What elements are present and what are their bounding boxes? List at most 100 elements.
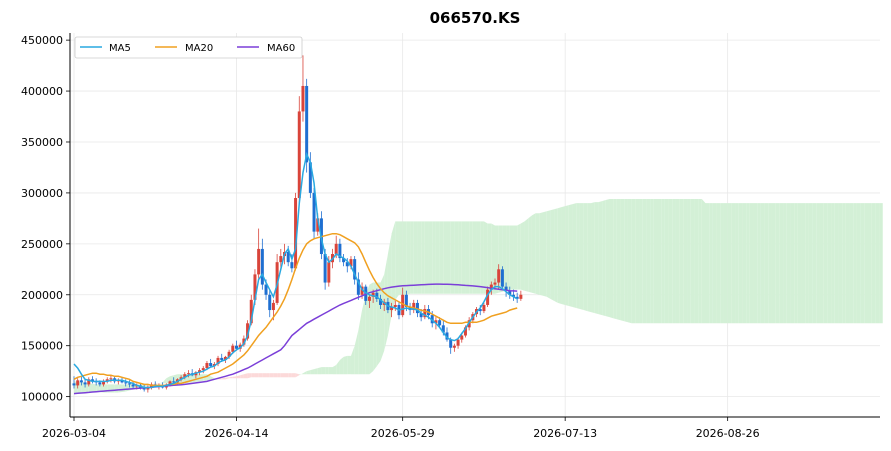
cloud-bull-segment	[845, 203, 850, 324]
candle-body	[504, 286, 508, 291]
cloud-bull-segment	[816, 203, 820, 324]
cloud-bull-segment	[668, 199, 673, 324]
candle-body	[79, 380, 83, 383]
candle	[312, 187, 316, 239]
cloud-bull-segment	[650, 199, 654, 324]
cloud-bull-segment	[81, 382, 86, 393]
cloud-bull-segment	[395, 221, 399, 300]
cloud-bull-segment	[192, 374, 196, 383]
x-tick-label: 2026-03-04	[42, 427, 106, 440]
cloud-bull-segment	[712, 203, 717, 324]
y-tick-label: 200000	[21, 289, 63, 302]
cloud-bull-segment	[675, 199, 680, 324]
cloud-bull-segment	[760, 203, 765, 324]
cloud-bull-segment	[594, 202, 599, 315]
cloud-bull-segment	[461, 221, 466, 294]
candle-body	[519, 294, 523, 299]
candle	[401, 287, 405, 318]
cloud-bull-segment	[860, 203, 865, 324]
cloud-bull-segment	[746, 203, 750, 324]
cloud-bull-segment	[454, 221, 459, 294]
candle-body	[452, 345, 456, 348]
cloud-bull-segment	[613, 199, 617, 320]
candle-body	[301, 85, 305, 112]
cloud-bull-segment	[524, 218, 529, 292]
candle	[109, 375, 113, 383]
cloud-bull-segment	[480, 221, 484, 294]
cloud-bull-segment	[517, 223, 521, 290]
cloud-bull-segment	[96, 384, 100, 393]
candle-body	[360, 286, 364, 295]
candle-body	[412, 302, 416, 311]
candle	[423, 304, 427, 320]
cloud-bear-segment	[240, 374, 244, 379]
candle-body	[367, 296, 371, 301]
candle-body	[349, 259, 353, 267]
cloud-bull-segment	[520, 221, 525, 291]
cloud-bull-segment	[579, 203, 584, 311]
candle-body	[186, 373, 190, 375]
cloud-bull-segment	[683, 199, 688, 324]
cloud-bull-segment	[731, 203, 736, 324]
cloud-bear-segment	[225, 377, 230, 380]
cloud-bull-segment	[162, 378, 167, 384]
cloud-bear-segment	[295, 373, 300, 378]
cloud-bull-segment	[635, 199, 640, 324]
cloud-bull-segment	[727, 203, 732, 324]
cloud-bull-segment	[550, 209, 555, 301]
cloud-bull-segment	[775, 203, 780, 324]
cloud-bull-segment	[398, 221, 403, 295]
candle	[452, 343, 456, 352]
cloud-bull-segment	[362, 294, 366, 375]
cloud-bull-segment	[299, 373, 303, 376]
cloud-bull-segment	[306, 370, 311, 375]
cloud-bull-segment	[771, 203, 776, 324]
y-tick-label: 400000	[21, 85, 63, 98]
cloud-bull-segment	[849, 203, 854, 324]
cloud-bull-segment	[413, 221, 418, 294]
cloud-bull-segment	[528, 215, 532, 293]
cloud-bull-segment	[735, 203, 739, 324]
candle	[179, 375, 183, 382]
candle-body	[375, 292, 379, 299]
cloud-bull-segment	[853, 203, 857, 324]
candle	[127, 380, 131, 388]
candle-body	[98, 382, 102, 385]
candle	[102, 379, 106, 387]
candle-body	[404, 294, 408, 307]
cloud-bull-segment	[587, 203, 592, 313]
cloud-bull-segment	[794, 203, 798, 324]
y-tick-label: 300000	[21, 187, 63, 200]
candle-body	[323, 254, 327, 283]
legend-box	[74, 36, 303, 59]
ma5-line	[73, 151, 518, 389]
cloud-bull-segment	[764, 203, 769, 324]
candle-body	[353, 259, 357, 280]
cloud-bull-segment	[679, 199, 684, 324]
cloud-bear-segment	[218, 378, 222, 380]
cloud-bear-segment	[151, 383, 156, 385]
candle	[301, 55, 305, 122]
cloud-bull-segment	[557, 207, 562, 304]
cloud-bull-segment	[350, 345, 355, 375]
cloud-bull-segment	[421, 221, 425, 294]
cloud-bear-segment	[221, 377, 226, 380]
cloud-bull-segment	[85, 382, 89, 393]
candle-body	[286, 251, 290, 263]
cloud-bull-segment	[657, 199, 662, 324]
candle	[242, 335, 246, 347]
cloud-bull-segment	[347, 355, 351, 375]
cloud-bull-segment	[535, 213, 540, 295]
candle-body	[290, 262, 294, 269]
cloud-bull-segment	[709, 203, 713, 324]
cloud-bull-segment	[491, 223, 496, 294]
candle-body	[271, 302, 275, 311]
candle-body	[109, 378, 113, 380]
candle-body	[486, 289, 490, 305]
candle-body	[76, 380, 80, 386]
cloud-bull-segment	[328, 367, 333, 375]
candle-body	[515, 296, 519, 299]
cloud-bull-segment	[572, 203, 577, 309]
candle-body	[246, 323, 250, 339]
candle-body	[209, 363, 213, 367]
